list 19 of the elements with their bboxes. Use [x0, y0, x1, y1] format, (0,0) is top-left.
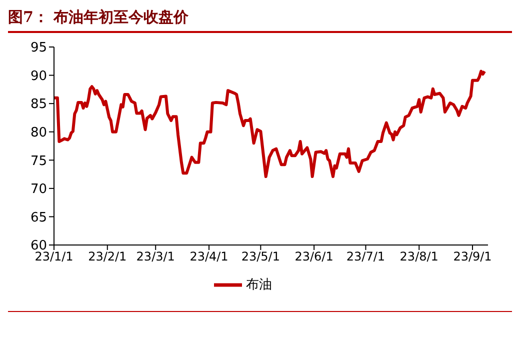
x-tick-label: 23/3/1 [136, 250, 175, 264]
x-tick-label: 23/7/1 [346, 250, 386, 264]
x-tick-label: 23/2/1 [88, 250, 127, 264]
line-series [54, 70, 486, 178]
y-tick-label: 75 [30, 154, 47, 169]
x-tick-label: 23/5/1 [241, 250, 280, 264]
x-tick-label: 23/9/1 [453, 250, 492, 264]
x-tick-label: 23/4/1 [190, 250, 228, 264]
y-tick-label: 80 [30, 125, 47, 140]
x-tick-label: 23/1/1 [34, 250, 74, 264]
x-tick-label: 23/8/1 [400, 250, 438, 264]
x-tick-label: 23/6/1 [294, 250, 334, 264]
y-tick-label: 95 [30, 40, 47, 56]
y-tick-label: 65 [30, 210, 47, 226]
y-tick-label: 70 [30, 182, 47, 198]
legend-label: 布油 [246, 278, 272, 293]
y-tick-label: 90 [30, 68, 47, 84]
chart-title: 图7： 布油年初至今收盘价 [8, 8, 190, 28]
y-tick-label: 85 [30, 97, 47, 112]
